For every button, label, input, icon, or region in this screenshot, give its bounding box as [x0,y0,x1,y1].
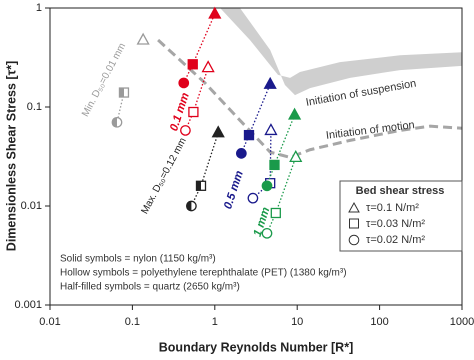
y-axis-label: Dimensionless Shear Stress [τ*] [4,61,18,251]
marker-shape [289,150,303,163]
legend-entry: τ=0.03 N/m² [366,218,425,230]
marker [187,59,198,70]
y-tick-label: 0.1 [27,101,42,113]
marker-shape [112,117,117,128]
marker [188,106,199,118]
marker [264,123,278,136]
connector [248,83,271,136]
connector [200,132,219,186]
marker [118,87,130,98]
marker [263,76,277,89]
marker [211,125,225,138]
marker-shape [247,192,259,204]
series-label: Max. D₅₀=0.12 mm [139,136,188,216]
marker [288,107,302,120]
legend-circle [348,234,360,246]
marker-shape [264,123,278,136]
legend-square [349,218,359,229]
suspension-band [220,8,462,96]
marker-shape [261,227,273,239]
legend-box [339,180,463,252]
plot-frame [49,7,463,306]
marker-shape [288,107,302,120]
marker-shape [178,77,190,89]
connector [275,157,297,214]
marker [186,200,197,212]
legend: Bed shear stress τ=0.1 N/m² τ=0.03 N/m² … [339,180,463,252]
marker [261,227,273,239]
note: Half-filled symbols = quartz (2650 kg/m³… [60,282,240,293]
marker-shape [243,129,255,141]
legend-title: Bed shear stress [356,185,445,197]
marker [247,192,259,204]
motion-curve [157,38,463,159]
marker [289,150,303,163]
marker-shape [236,148,247,159]
marker [261,180,273,192]
y-tick-label: 1 [36,2,42,14]
x-tick-label: 0.1 [125,316,140,328]
marker-shape [188,106,199,118]
marker-shape [208,6,222,19]
marker [201,60,215,73]
marker-shape [270,207,281,219]
marker-shape [269,159,280,171]
marker [208,6,222,19]
marker-shape [119,88,124,98]
y-tick-label: 0.01 [21,200,42,212]
legend-triangle [348,201,360,213]
marker [195,180,207,191]
note: Solid symbols = nylon (1150 kg/m³) [60,254,216,265]
connector [192,13,216,65]
x-tick-label: 1 [212,316,218,328]
marker [236,148,247,159]
note: Hollow symbols = polyethylene terephthal… [60,268,347,279]
series-label: 0.5 mm [222,169,246,210]
marker-shape [136,32,150,45]
marker-shape [201,60,215,73]
legend-entry: τ=0.1 N/m² [366,202,419,214]
x-axis-label: Boundary Reynolds Number [R*] [159,340,353,354]
x-tick-label: 10 [291,316,303,328]
marker [136,32,150,45]
x-tick-label: 1000 [450,316,474,328]
marker [243,129,255,141]
marker-shape [263,76,277,89]
marker-shape [196,181,201,191]
marker-shape [187,59,198,70]
y-tick-label: 0.001 [14,299,42,311]
marker [178,77,190,89]
legend-entry: τ=0.02 N/m² [366,234,425,246]
marker-shape [261,180,273,192]
marker-shape [211,125,225,138]
x-tick-label: 0.01 [39,316,60,328]
marker-shape [180,125,191,136]
marker [111,116,123,128]
marker-shape [186,201,192,211]
marker [180,125,191,136]
marker [269,159,280,171]
annotation: Initiation of motion [325,119,415,142]
x-tick-label: 100 [370,316,388,328]
marker [270,207,281,219]
connector [192,67,209,113]
